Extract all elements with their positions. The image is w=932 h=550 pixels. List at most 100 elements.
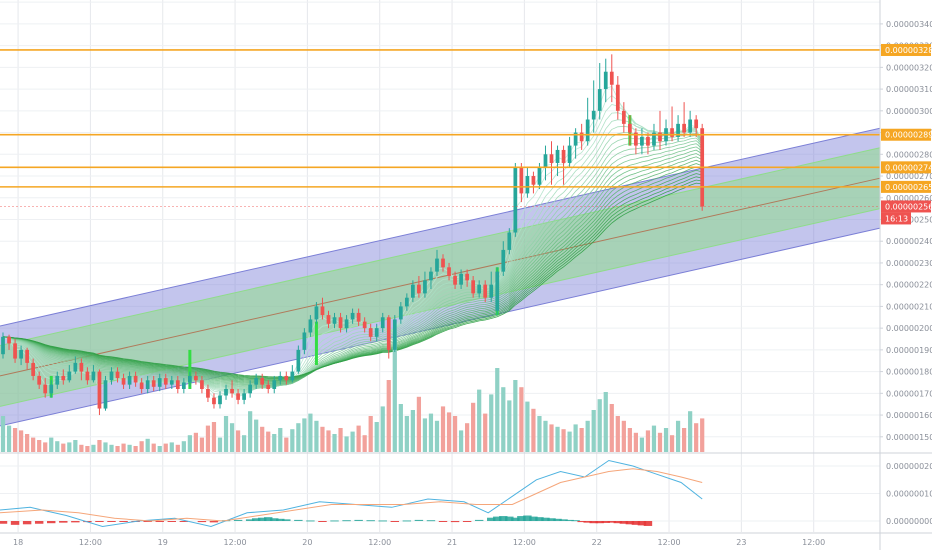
volume-bar [175, 444, 180, 452]
macd-histogram-bar [59, 521, 68, 523]
volume-bar [193, 432, 198, 452]
candle-up [640, 136, 644, 146]
macd-histogram-bar [505, 516, 514, 521]
candle-up [392, 319, 397, 350]
volume-bar [278, 428, 283, 452]
volume-bar [501, 387, 506, 452]
candle-up [423, 280, 427, 294]
candle-up [73, 362, 78, 372]
candle-down [682, 123, 686, 133]
countdown-badge-bg [881, 212, 911, 225]
candle-down [471, 280, 476, 294]
candle-up [224, 388, 228, 396]
macd-histogram-bar [209, 521, 219, 523]
macd-histogram-bar [318, 521, 327, 522]
candle-up [218, 395, 222, 405]
candle-down [646, 136, 650, 146]
candle-down [97, 371, 102, 409]
volume-bar [211, 422, 217, 452]
last-price-badge-label: 0.00000256 [885, 202, 932, 211]
volume-bar [326, 430, 331, 452]
candle-up [181, 382, 186, 389]
macd-histogram-bar [643, 521, 653, 526]
volume-bar [531, 408, 536, 452]
candle-up [187, 375, 192, 383]
macd-histogram-bar [595, 521, 604, 524]
level-badge-bg [881, 128, 931, 141]
candle-down [326, 315, 331, 324]
volume-bar [31, 437, 36, 452]
macd-histogram-bar [607, 521, 616, 523]
volume-bar [217, 437, 223, 452]
candle-down [519, 167, 524, 194]
level-badge-bg [881, 43, 931, 56]
candle-down [25, 349, 29, 363]
macd-histogram-bar [251, 518, 261, 521]
candle-down [338, 317, 343, 329]
candle-up [525, 176, 530, 194]
level-badge-bg [881, 161, 931, 174]
macd-tick-label: 0.00000020 [886, 462, 932, 471]
candle-up [314, 306, 319, 320]
volume-bar [392, 332, 397, 452]
volume-bar [235, 430, 241, 452]
ma-line [2, 166, 703, 381]
candle-up [272, 380, 277, 389]
volume-bar [573, 424, 578, 452]
candle-up [537, 167, 542, 185]
spike-marker [314, 321, 318, 366]
volume-bar [181, 441, 186, 452]
volume-bar [242, 435, 247, 452]
volume-bar [446, 412, 452, 452]
candle-down [621, 110, 626, 124]
countdown-label: 16:13 [885, 214, 908, 223]
macd-histogram-bar [95, 521, 104, 522]
volume-bar [416, 396, 422, 452]
volume-bar [284, 437, 289, 452]
volume-bar [139, 441, 144, 452]
candle-down [79, 362, 84, 372]
volume-bar [25, 434, 30, 452]
volume-bar [145, 438, 150, 452]
horizontal-levels[interactable] [0, 49, 880, 207]
price-tick-label: 0.00000300 [886, 107, 932, 116]
candle-down [7, 336, 11, 344]
candle-up [398, 306, 403, 320]
volume-bar [398, 404, 403, 452]
volume-bar [682, 428, 687, 452]
candle-down [115, 371, 120, 379]
volume-bar [434, 420, 440, 452]
level-badge-label: 0.00000274 [885, 163, 932, 172]
volume-bar [260, 426, 265, 452]
candle-up [290, 371, 295, 381]
macd-histogram-bar [294, 519, 303, 521]
time-tick-label: 12:00 [79, 538, 102, 547]
macd-histogram-bar [631, 521, 641, 525]
macd-histogram-bar [541, 517, 550, 521]
volume-bar [254, 419, 259, 452]
volume-bar [67, 442, 72, 452]
volume-bar [0, 416, 6, 452]
macd-histogram-bar [601, 521, 610, 523]
volume-bar [338, 428, 343, 452]
macd-histogram-bar [438, 521, 448, 522]
volume-bar [483, 413, 488, 452]
candle-up [688, 119, 693, 133]
candle-down [266, 384, 271, 389]
macd-histogram-bar [10, 521, 20, 525]
candle-down [634, 132, 638, 146]
candle-up [19, 349, 23, 359]
volume-bar [489, 394, 494, 452]
volume-bar [374, 422, 379, 452]
macd-histogram-bar [589, 521, 598, 524]
volume-bar [525, 401, 530, 452]
macd-histogram-bar [450, 521, 460, 523]
volume-bar [43, 442, 48, 452]
ma-line [2, 119, 703, 393]
candle-down [85, 371, 90, 381]
candle-down [13, 343, 17, 359]
candle-up [344, 319, 349, 329]
price-tick-label: 0.00000320 [886, 63, 932, 72]
price-tick-label: 0.00000200 [886, 324, 932, 333]
